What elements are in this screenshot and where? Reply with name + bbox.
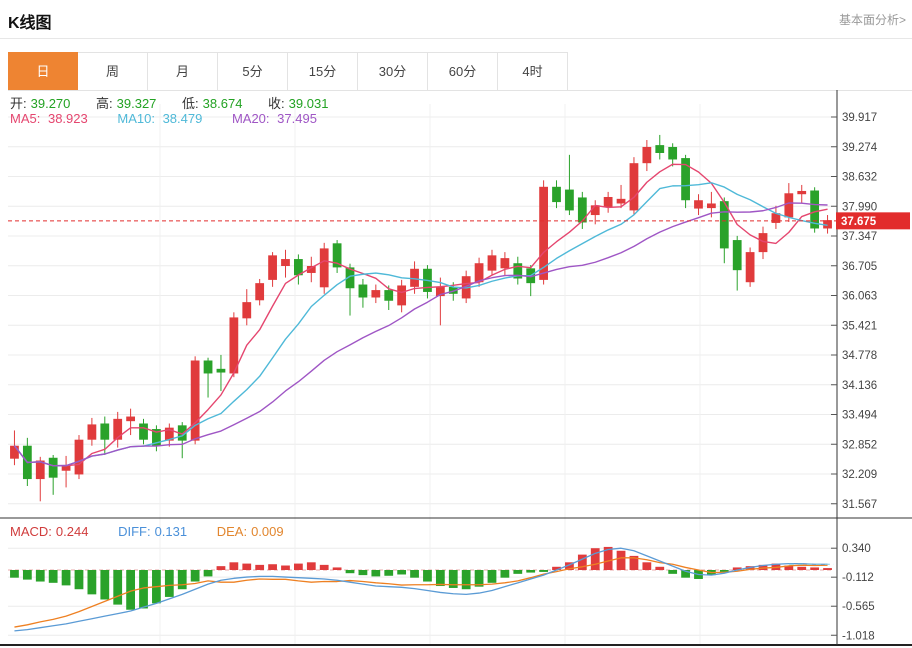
open-label: 开: bbox=[10, 96, 27, 111]
high-label: 高: bbox=[96, 96, 113, 111]
kline-chart-canvas[interactable]: 39.917 39.274 38.632 37.990 37.347 36.705 36.0… bbox=[0, 90, 912, 648]
tab-5min[interactable]: 5分 bbox=[218, 52, 288, 90]
diff-value: DIFF: 0.131 bbox=[118, 524, 188, 539]
header: K线图 基本面分析> bbox=[0, 0, 912, 38]
page-title: K线图 bbox=[8, 15, 52, 32]
svg-text:37.347: 37.347 bbox=[842, 231, 877, 243]
svg-text:39.917: 39.917 bbox=[842, 112, 877, 124]
high-value: 39.327 bbox=[116, 96, 157, 111]
dea-value: DEA: 0.009 bbox=[216, 524, 284, 539]
svg-text:32.209: 32.209 bbox=[842, 469, 877, 481]
svg-text:32.852: 32.852 bbox=[842, 439, 877, 451]
close-label: 收: bbox=[268, 96, 285, 111]
macd-value: MACD: 0.244 bbox=[10, 524, 89, 539]
tab-week[interactable]: 周 bbox=[78, 52, 148, 90]
svg-text:37.990: 37.990 bbox=[842, 201, 877, 213]
svg-text:31.567: 31.567 bbox=[842, 499, 877, 511]
tab-30min[interactable]: 30分 bbox=[358, 52, 428, 90]
svg-text:35.421: 35.421 bbox=[842, 320, 877, 332]
svg-text:36.705: 36.705 bbox=[842, 261, 877, 273]
fundamental-analysis-link[interactable]: 基本面分析> bbox=[838, 13, 906, 27]
svg-text:39.274: 39.274 bbox=[842, 142, 878, 154]
svg-text:-1.018: -1.018 bbox=[842, 630, 875, 642]
svg-text:-0.112: -0.112 bbox=[842, 572, 874, 584]
kline-chart[interactable]: 39.917 39.274 38.632 37.990 37.347 36.705 36.0… bbox=[0, 90, 912, 648]
ma20-label: MA20: 37.495 bbox=[231, 111, 317, 126]
svg-text:0.340: 0.340 bbox=[842, 543, 871, 555]
macd-legend: MACD: 0.244 DIFF: 0.131 DEA: 0.009 bbox=[10, 524, 292, 539]
timeframe-tabbar: 日 周 月 5分 15分 30分 60分 4时 bbox=[8, 52, 912, 91]
svg-text:34.136: 34.136 bbox=[842, 380, 877, 392]
svg-text:33.494: 33.494 bbox=[842, 410, 878, 422]
header-divider bbox=[0, 38, 912, 39]
svg-text:-0.565: -0.565 bbox=[842, 601, 875, 613]
svg-text:34.778: 34.778 bbox=[842, 350, 877, 362]
ma-legend: MA5: 38.923 MA10: 38.479 MA20: 37.495 bbox=[10, 111, 325, 126]
tab-day[interactable]: 日 bbox=[8, 52, 78, 90]
low-value: 38.674 bbox=[202, 96, 243, 111]
ma10-label: MA10: 38.479 bbox=[117, 111, 203, 126]
ma5-label: MA5: 38.923 bbox=[10, 111, 88, 126]
svg-text:36.063: 36.063 bbox=[842, 291, 877, 303]
tab-month[interactable]: 月 bbox=[148, 52, 218, 90]
tab-4hour[interactable]: 4时 bbox=[498, 52, 568, 90]
svg-text:38.632: 38.632 bbox=[842, 172, 877, 184]
tab-15min[interactable]: 15分 bbox=[288, 52, 358, 90]
close-value: 39.031 bbox=[288, 96, 329, 111]
tab-60min[interactable]: 60分 bbox=[428, 52, 498, 90]
low-label: 低: bbox=[182, 96, 199, 111]
ohlc-legend: 开: 39.270 高: 39.327 低: 38.674 收: 39.031 bbox=[10, 93, 332, 112]
last-price-tag: 37.675 bbox=[841, 216, 877, 228]
open-value: 39.270 bbox=[30, 96, 71, 111]
